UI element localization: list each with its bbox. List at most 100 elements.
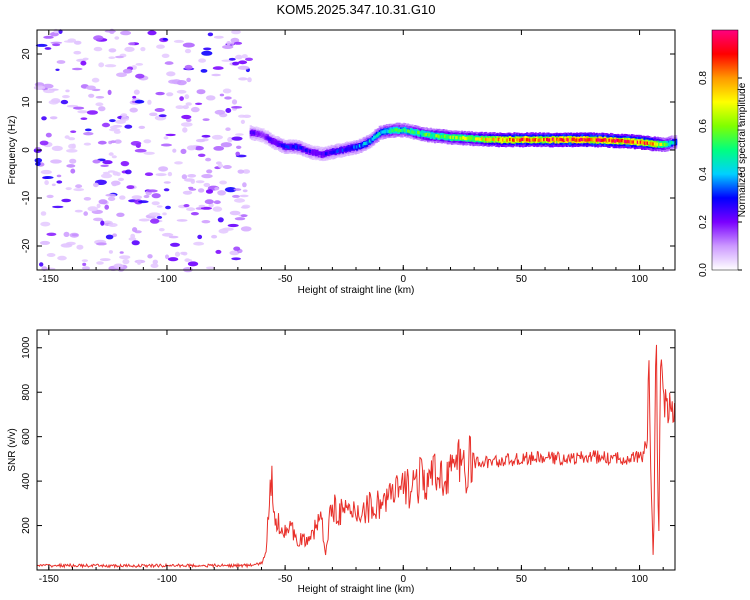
noise-blob — [245, 57, 253, 61]
ridge-cell — [497, 137, 500, 141]
ridge-cell — [639, 140, 642, 144]
noise-blob — [155, 173, 167, 177]
ridge-cell — [486, 137, 489, 142]
ridge-cell — [262, 133, 265, 137]
noise-blob — [76, 244, 84, 250]
ridge-cell — [320, 152, 323, 156]
noise-blob — [196, 89, 206, 95]
ridge-cell — [255, 131, 258, 135]
ridge-cell — [354, 145, 357, 149]
ridge-cell — [378, 132, 381, 136]
ridge-cell — [517, 138, 520, 142]
noise-blob — [112, 233, 117, 237]
noise-blob — [50, 41, 63, 44]
noise-blob — [143, 139, 152, 144]
ridge-cell — [544, 138, 547, 142]
ridge-cell — [449, 135, 452, 139]
ridge-cell — [519, 138, 522, 142]
ridge-cell — [425, 132, 428, 136]
noise-blob — [108, 152, 114, 156]
noise-blob — [170, 242, 180, 247]
noise-blob — [229, 250, 240, 256]
noise-blob — [198, 204, 206, 208]
noise-blob — [176, 89, 187, 94]
y-tick-label: 0 — [21, 147, 32, 153]
noise-blob — [73, 40, 82, 45]
noise-blob — [116, 72, 127, 78]
noise-blob — [234, 217, 246, 221]
noise-blob — [184, 94, 190, 100]
noise-blob — [71, 233, 79, 237]
ridge-cell — [377, 133, 380, 137]
noise-blob — [40, 169, 52, 175]
noise-blob — [60, 243, 73, 248]
ridge-cell — [331, 150, 335, 154]
noise-blob — [211, 234, 218, 239]
ridge-cell — [324, 152, 327, 156]
x-tick-label: -100 — [157, 274, 177, 285]
noise-blob — [51, 145, 63, 151]
ridge-cell — [424, 133, 427, 137]
noise-blob — [132, 95, 137, 99]
noise-blob — [50, 159, 62, 164]
ridge-cell — [346, 147, 349, 151]
noise-blob — [34, 147, 41, 150]
ridge-cell — [643, 141, 646, 145]
ridge-cell — [415, 130, 418, 134]
noise-blob — [109, 119, 116, 123]
ridge-cell — [510, 138, 513, 142]
x-tick-label: 100 — [631, 274, 648, 285]
ridge-cell — [285, 144, 288, 148]
ridge-cell — [547, 138, 550, 142]
noise-blob — [70, 168, 76, 174]
noise-blob — [71, 143, 76, 149]
noise-blob — [215, 249, 222, 254]
noise-blob — [222, 165, 232, 169]
noise-blob — [148, 212, 161, 217]
y-tick-label: 1000 — [21, 336, 32, 359]
noise-blob — [239, 194, 249, 198]
ridge-cell — [429, 134, 432, 138]
ridge-cell — [453, 136, 456, 140]
noise-blob — [73, 50, 82, 55]
ridge-cell — [426, 133, 430, 137]
noise-blob — [162, 38, 168, 41]
noise-blob — [247, 77, 252, 83]
ridge-cell — [309, 149, 312, 154]
ridge-cell — [353, 145, 356, 149]
noise-blob — [150, 263, 159, 269]
ridge-cell — [293, 145, 296, 149]
ridge-cell — [305, 148, 308, 152]
noise-blob — [136, 259, 142, 265]
noise-blob — [158, 228, 165, 232]
noise-blob — [119, 251, 124, 254]
noise-blob — [134, 148, 147, 153]
noise-blob — [235, 133, 244, 136]
ridge-cell — [460, 136, 464, 141]
ridge-cell — [591, 138, 594, 142]
noise-blob — [166, 71, 176, 77]
noise-blob — [168, 235, 179, 239]
ridge-cell — [598, 138, 601, 142]
colorbar-tick-label: 0.8 — [698, 71, 709, 85]
noise-blob — [161, 232, 174, 237]
noise-blob — [185, 102, 192, 106]
noise-blob — [235, 151, 240, 156]
snr-background — [37, 330, 675, 570]
noise-blob — [162, 212, 167, 216]
ridge-cell — [612, 138, 615, 142]
ridge-cell — [526, 138, 529, 142]
noise-blob — [225, 108, 232, 113]
noise-blob — [93, 217, 103, 222]
ridge-cell — [611, 139, 614, 143]
ridge-cell — [605, 139, 608, 143]
ridge-cell — [621, 139, 624, 143]
ridge-cell — [507, 138, 510, 142]
noise-blob — [117, 267, 125, 272]
noise-blob — [120, 161, 130, 167]
noise-blob — [233, 41, 243, 45]
noise-blob — [138, 218, 151, 222]
ridge-cell — [520, 137, 523, 142]
ridge-cell — [276, 142, 279, 146]
